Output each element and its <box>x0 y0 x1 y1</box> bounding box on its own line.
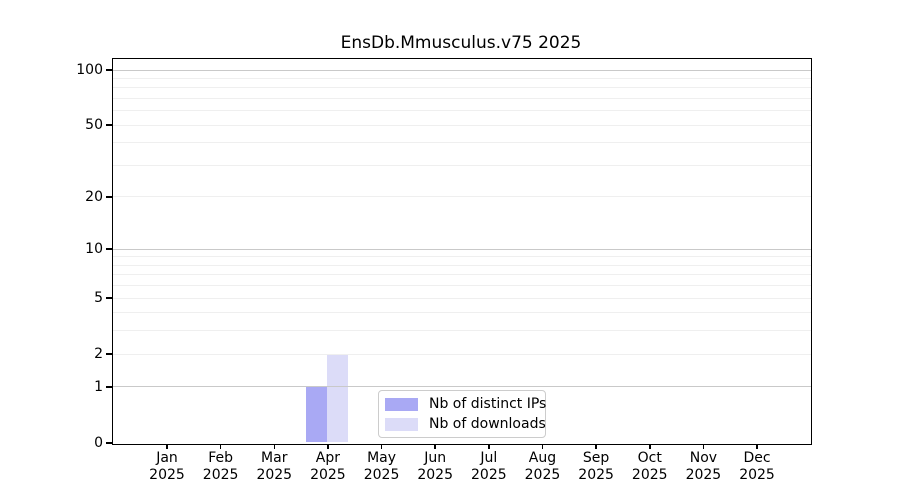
x-tick-month: Sep <box>582 450 610 466</box>
legend-swatch-distinct-ips <box>385 397 418 411</box>
x-tick-label: Aug 2025 <box>510 450 574 483</box>
x-tick-month: Jul <box>480 450 498 466</box>
x-tick-label: Sep 2025 <box>564 450 628 483</box>
x-tick-label: Apr 2025 <box>296 450 360 483</box>
x-tick-year: 2025 <box>417 466 453 483</box>
bar-nb-of-distinct-ips-apr <box>306 386 328 443</box>
gridline-minor <box>112 196 811 198</box>
x-tick-mark <box>702 444 705 449</box>
x-tick-mark <box>541 444 544 449</box>
gridline-major <box>112 69 811 71</box>
x-tick-year: 2025 <box>524 466 561 483</box>
y-tick-label: 10 <box>85 241 103 258</box>
y-tick-label: 50 <box>85 117 103 134</box>
gridline-minor <box>112 77 811 79</box>
gridline-minor <box>112 87 811 89</box>
gridline-minor <box>112 164 811 166</box>
gridline-minor <box>112 285 811 287</box>
x-tick-year: 2025 <box>471 466 507 483</box>
gridline-minor <box>112 274 811 276</box>
x-tick-mark <box>756 444 758 449</box>
x-tick-label: Oct 2025 <box>618 450 682 483</box>
x-tick-month: May <box>367 450 397 466</box>
legend-swatch-downloads <box>385 417 418 431</box>
gridline-minor <box>112 256 811 258</box>
y-tick-mark <box>106 353 113 355</box>
x-tick-label: Nov 2025 <box>671 450 735 483</box>
gridline-minor <box>112 97 811 99</box>
x-tick-label: Jan 2025 <box>135 450 199 483</box>
gridline-minor <box>112 312 811 314</box>
y-tick-label: 0 <box>94 435 103 451</box>
y-tick-mark <box>106 124 113 126</box>
y-tick-label: 2 <box>94 346 103 363</box>
gridline-major <box>112 248 811 250</box>
x-tick-mark <box>488 444 490 449</box>
gridline-minor <box>112 297 811 299</box>
x-tick-year: 2025 <box>310 466 346 483</box>
x-tick-month: Jun <box>424 450 447 466</box>
y-tick-mark <box>106 297 113 299</box>
legend: Nb of distinct IPs Nb of downloads <box>378 390 546 438</box>
legend-label-distinct-ips: Nb of distinct IPs <box>429 395 547 412</box>
x-tick-label: May 2025 <box>350 450 414 483</box>
y-tick-mark <box>106 248 113 250</box>
x-tick-mark <box>434 444 436 449</box>
x-tick-year: 2025 <box>149 466 185 483</box>
x-tick-mark <box>649 444 651 449</box>
x-tick-mark <box>166 444 168 449</box>
x-tick-month: Jan <box>156 450 178 466</box>
x-tick-year: 2025 <box>363 466 400 483</box>
gridline-minor <box>112 264 811 266</box>
x-tick-month: Dec <box>743 450 771 466</box>
y-tick-label: 100 <box>76 62 103 78</box>
legend-entry-downloads: Nb of downloads <box>385 416 546 432</box>
bar-nb-of-downloads-apr <box>327 353 349 443</box>
x-tick-label: Dec 2025 <box>725 450 789 483</box>
gridline-minor <box>112 124 811 126</box>
x-tick-month: Oct <box>637 450 662 466</box>
y-tick-mark <box>106 386 113 388</box>
x-tick-month: Feb <box>208 450 234 466</box>
y-tick-mark <box>106 196 113 198</box>
x-tick-mark <box>273 444 276 449</box>
x-tick-month: Aug <box>528 450 557 466</box>
x-tick-year: 2025 <box>685 466 722 483</box>
gridline-minor <box>112 110 811 112</box>
x-tick-mark <box>380 444 383 449</box>
x-tick-year: 2025 <box>256 466 293 483</box>
x-tick-month: Apr <box>315 450 341 466</box>
x-tick-year: 2025 <box>631 466 668 483</box>
x-tick-month: Mar <box>261 450 288 466</box>
x-tick-mark <box>219 444 222 449</box>
legend-entry-distinct-ips: Nb of distinct IPs <box>385 396 546 412</box>
x-tick-mark <box>595 444 597 449</box>
y-tick-mark <box>106 442 113 444</box>
y-tick-label: 20 <box>85 188 103 205</box>
gridline-minor <box>112 330 811 332</box>
x-tick-month: Nov <box>689 450 718 466</box>
x-tick-label: Jun 2025 <box>403 450 467 483</box>
x-tick-year: 2025 <box>202 466 239 483</box>
x-tick-year: 2025 <box>578 466 614 483</box>
x-tick-year: 2025 <box>739 466 775 483</box>
x-tick-label: Jul 2025 <box>457 450 521 483</box>
y-tick-label: 1 <box>94 378 103 395</box>
x-tick-mark <box>327 444 329 449</box>
gridline-minor <box>112 142 811 144</box>
legend-label-downloads: Nb of downloads <box>429 415 546 432</box>
chart-title: EnsDb.Mmusculus.v75 2025 <box>340 33 582 53</box>
y-tick-mark <box>106 69 113 71</box>
gridline-minor <box>112 353 811 355</box>
y-tick-label: 5 <box>94 290 103 307</box>
gridline-major <box>112 386 811 388</box>
x-tick-label: Feb 2025 <box>189 450 253 483</box>
x-tick-label: Mar 2025 <box>242 450 306 483</box>
plot-area <box>111 57 812 445</box>
